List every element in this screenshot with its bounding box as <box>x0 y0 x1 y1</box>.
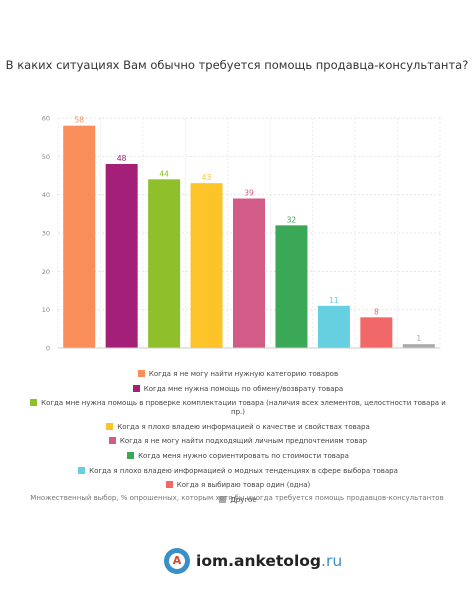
legend-label: Другое <box>230 495 257 504</box>
bar <box>402 344 435 348</box>
legend-item: Когда я не могу найти нужную категорию т… <box>28 370 448 379</box>
legend-label: Когда я плохо владею информацией о модны… <box>89 466 398 475</box>
legend-swatch <box>30 399 38 407</box>
bar <box>360 317 393 348</box>
y-tick-label: 50 <box>42 153 50 161</box>
data-label: 43 <box>202 173 212 182</box>
logo-text: iom.anketolog.ru <box>196 552 342 570</box>
bar-chart: 0 10 20 30 40 50 60 58 48 44 43 39 32 11 8 1 <box>42 115 441 353</box>
data-label: 1 <box>416 334 421 343</box>
bar <box>63 125 96 349</box>
legend-label: Когда мне нужна помощь по обмену/возврат… <box>143 384 344 393</box>
data-label: 11 <box>329 296 339 305</box>
bar <box>105 164 138 348</box>
legend-item: Когда я не могу найти подходящий личным … <box>28 437 448 446</box>
chart-note: Множественный выбор, % опрошенных, котор… <box>30 494 444 502</box>
data-label: 44 <box>159 169 169 178</box>
y-tick-label: 0 <box>46 345 50 353</box>
legend-label: Когда я плохо владею информацией о качес… <box>117 422 370 431</box>
legend-item: Когда я выбираю товар один (одна) <box>28 481 448 490</box>
logo-name: iom.anketolog <box>196 552 322 570</box>
data-label: 8 <box>374 307 379 316</box>
legend-label: Когда я выбираю товар один (одна) <box>176 481 311 490</box>
bar <box>233 198 265 348</box>
y-tick-label: 20 <box>42 268 50 276</box>
legend-swatch <box>219 495 227 503</box>
logo-letter: A <box>169 553 185 569</box>
bar <box>148 179 181 348</box>
bar <box>190 183 223 348</box>
data-label: 48 <box>117 154 127 163</box>
y-tick-label: 30 <box>42 230 50 238</box>
legend-swatch <box>127 451 135 459</box>
legend-swatch <box>108 437 116 445</box>
legend-swatch <box>78 466 86 474</box>
legend-label: Когда меня нужно сориентировать по стоим… <box>138 451 349 460</box>
data-label: 32 <box>287 215 297 224</box>
logo-tld: .ru <box>321 552 343 570</box>
legend-item: Когда я плохо владею информацией о качес… <box>28 422 448 432</box>
data-label: 58 <box>74 116 84 125</box>
legend-swatch <box>132 384 140 392</box>
chart-legend: Когда я не могу найти нужную категорию т… <box>28 370 448 510</box>
legend-item: Когда я плохо владею информацией о модны… <box>28 466 448 476</box>
anketolog-logo-icon: A <box>164 548 190 574</box>
bar <box>275 225 308 348</box>
legend-item: Когда мне нужна помощь по обмену/возврат… <box>28 384 448 394</box>
legend-swatch <box>106 422 114 430</box>
legend-label: Когда мне нужна помощь в проверке компле… <box>41 399 446 417</box>
bar <box>317 305 350 348</box>
legend-item: Когда меня нужно сориентировать по стоим… <box>28 451 448 461</box>
chart-title: В каких ситуациях Вам обычно требуется п… <box>5 58 469 72</box>
legend-label: Когда я не могу найти нужную категорию т… <box>148 370 339 378</box>
legend-swatch <box>137 370 145 377</box>
data-label: 39 <box>244 189 254 198</box>
brand-logo[interactable]: A iom.anketolog.ru <box>164 547 342 575</box>
legend-label: Когда я не могу найти подходящий личным … <box>119 437 368 446</box>
legend-item: Когда мне нужна помощь в проверке компле… <box>28 399 448 417</box>
y-tick-label: 10 <box>42 306 50 314</box>
legend-item: Другое <box>28 495 448 505</box>
legend-swatch <box>165 481 173 489</box>
y-tick-label: 40 <box>42 191 50 199</box>
y-tick-label: 60 <box>42 115 50 123</box>
